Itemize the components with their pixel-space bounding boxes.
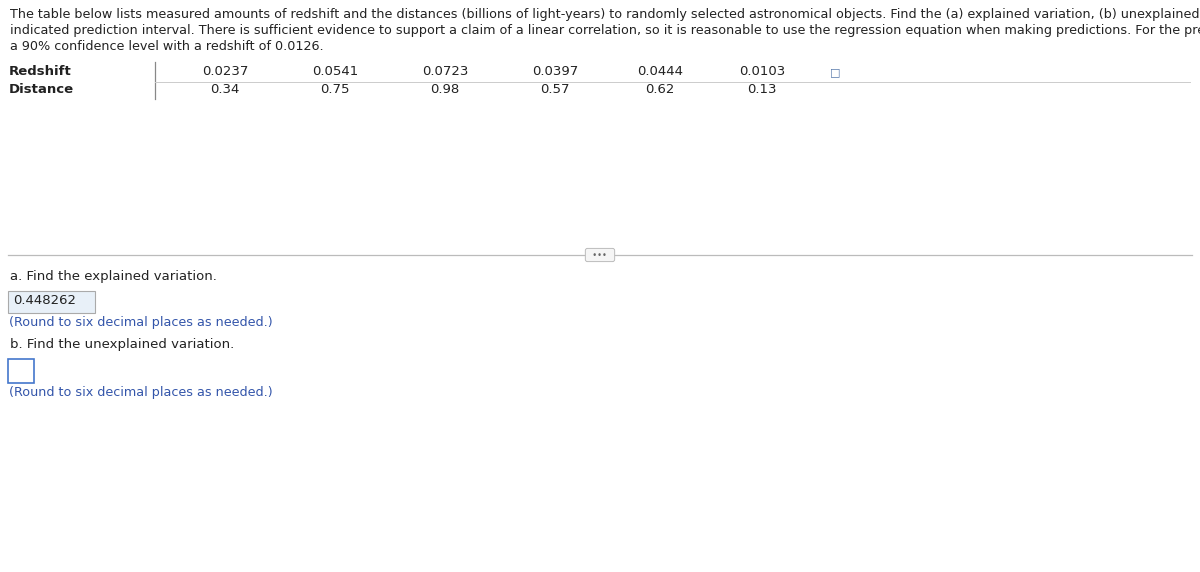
Text: 0.57: 0.57 [540, 83, 570, 96]
Text: a 90% confidence level with a redshift of 0.0126.: a 90% confidence level with a redshift o… [10, 40, 324, 53]
Text: 0.13: 0.13 [748, 83, 776, 96]
Text: Redshift: Redshift [10, 65, 72, 78]
Text: (Round to six decimal places as needed.): (Round to six decimal places as needed.) [10, 316, 272, 329]
FancyBboxPatch shape [8, 291, 95, 313]
Text: 0.0541: 0.0541 [312, 65, 358, 78]
Text: 0.0103: 0.0103 [739, 65, 785, 78]
Text: 0.0237: 0.0237 [202, 65, 248, 78]
Text: The table below lists measured amounts of redshift and the distances (billions o: The table below lists measured amounts o… [10, 8, 1200, 21]
FancyBboxPatch shape [8, 359, 34, 383]
Text: b. Find the unexplained variation.: b. Find the unexplained variation. [10, 338, 234, 351]
Text: 0.448262: 0.448262 [13, 294, 76, 307]
Text: 0.98: 0.98 [431, 83, 460, 96]
Text: (Round to six decimal places as needed.): (Round to six decimal places as needed.) [10, 386, 272, 399]
Text: a. Find the explained variation.: a. Find the explained variation. [10, 270, 217, 283]
Text: 0.75: 0.75 [320, 83, 349, 96]
Text: indicated prediction interval. There is sufficient evidence to support a claim o: indicated prediction interval. There is … [10, 24, 1200, 37]
Text: 0.62: 0.62 [646, 83, 674, 96]
Text: Distance: Distance [10, 83, 74, 96]
Text: 0.34: 0.34 [210, 83, 240, 96]
Text: □: □ [830, 67, 840, 77]
Text: 0.0444: 0.0444 [637, 65, 683, 78]
Text: 0.0723: 0.0723 [422, 65, 468, 78]
Text: 0.0397: 0.0397 [532, 65, 578, 78]
Text: •••: ••• [588, 251, 612, 260]
